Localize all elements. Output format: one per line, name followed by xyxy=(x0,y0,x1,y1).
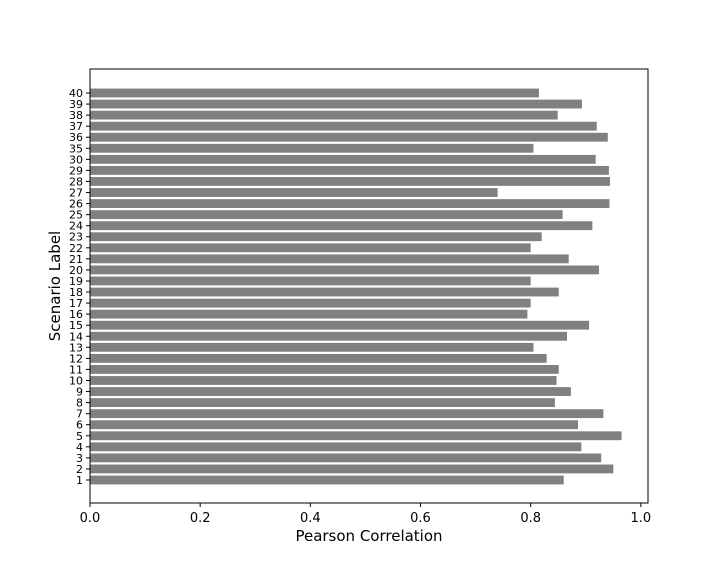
x-tick-label: 0.6 xyxy=(410,511,431,526)
y-tick-label: 38 xyxy=(69,109,83,122)
y-tick-label: 17 xyxy=(69,297,83,310)
bar-11 xyxy=(90,365,559,374)
y-axis-label: Scenario Label xyxy=(46,231,64,341)
y-tick-label: 23 xyxy=(69,231,83,244)
y-tick-label: 4 xyxy=(76,441,83,454)
bar-8 xyxy=(90,398,555,408)
y-tick-label: 3 xyxy=(76,452,83,465)
y-tick-label: 20 xyxy=(69,264,83,277)
bar-2 xyxy=(90,464,614,474)
bar-25 xyxy=(90,210,563,220)
x-tick-label: 0.0 xyxy=(80,511,101,526)
y-tick-label: 12 xyxy=(69,352,83,365)
y-tick-label: 18 xyxy=(69,286,83,299)
y-tick-label: 19 xyxy=(69,275,83,288)
y-tick-label: 8 xyxy=(76,397,83,410)
y-tick-label: 30 xyxy=(69,153,83,166)
y-tick-label: 26 xyxy=(69,198,83,211)
bar-17 xyxy=(90,298,531,308)
bar-9 xyxy=(90,387,571,396)
bar-19 xyxy=(90,276,531,286)
y-tick-label: 40 xyxy=(69,87,83,100)
x-axis-label: Pearson Correlation xyxy=(295,527,442,545)
bar-37 xyxy=(90,121,597,131)
bar-12 xyxy=(90,353,547,363)
y-tick-label: 37 xyxy=(69,120,83,133)
bar-36 xyxy=(90,132,608,142)
y-tick-label: 28 xyxy=(69,175,83,188)
bar-38 xyxy=(90,110,558,120)
y-tick-label: 21 xyxy=(69,253,83,266)
y-tick-label: 35 xyxy=(69,142,83,155)
bar-18 xyxy=(90,287,559,297)
y-tick-label: 6 xyxy=(76,419,83,432)
y-tick-label: 27 xyxy=(69,187,83,200)
bar-27 xyxy=(90,188,498,197)
y-tick-label: 7 xyxy=(76,408,83,421)
bar-16 xyxy=(90,309,528,319)
y-tick-label: 16 xyxy=(69,308,83,321)
bar-26 xyxy=(90,199,610,208)
y-tick-label: 36 xyxy=(69,131,83,144)
y-tick-label: 13 xyxy=(69,341,83,354)
y-tick-label: 10 xyxy=(69,374,83,387)
y-tick-label: 1 xyxy=(76,474,83,487)
bar-14 xyxy=(90,331,568,341)
bar-15 xyxy=(90,320,590,330)
y-tick-label: 5 xyxy=(76,430,83,443)
bar-30 xyxy=(90,154,596,164)
bar-10 xyxy=(90,376,557,385)
bar-20 xyxy=(90,265,599,275)
bar-7 xyxy=(90,409,604,419)
bar-4 xyxy=(90,442,582,452)
y-tick-label: 25 xyxy=(69,209,83,222)
plot-frame xyxy=(89,68,649,504)
x-tick-label: 1.0 xyxy=(630,511,651,526)
y-tick-label: 24 xyxy=(69,220,83,233)
bar-40 xyxy=(90,88,539,98)
bar-39 xyxy=(90,99,582,109)
bar-28 xyxy=(90,177,610,186)
bar-5 xyxy=(90,431,622,441)
bar-3 xyxy=(90,453,602,463)
y-tick-label: 2 xyxy=(76,463,83,476)
y-tick-label: 22 xyxy=(69,242,83,255)
y-tick-label: 9 xyxy=(76,386,83,399)
bar-35 xyxy=(90,143,534,153)
bar-6 xyxy=(90,420,579,430)
bar-29 xyxy=(90,165,609,175)
y-tick-label: 15 xyxy=(69,319,83,332)
x-tick-label: 0.4 xyxy=(300,511,321,526)
bar-23 xyxy=(90,232,542,242)
bar-24 xyxy=(90,221,593,231)
y-tick-label: 11 xyxy=(69,363,83,376)
bar-22 xyxy=(90,243,531,253)
x-tick-label: 0.8 xyxy=(520,511,541,526)
y-tick-label: 14 xyxy=(69,330,83,343)
bar-13 xyxy=(90,342,534,352)
x-tick-label: 0.2 xyxy=(190,511,211,526)
bar-1 xyxy=(90,475,564,485)
y-tick-label: 39 xyxy=(69,98,83,111)
bar-21 xyxy=(90,254,569,264)
y-tick-label: 29 xyxy=(69,164,83,177)
